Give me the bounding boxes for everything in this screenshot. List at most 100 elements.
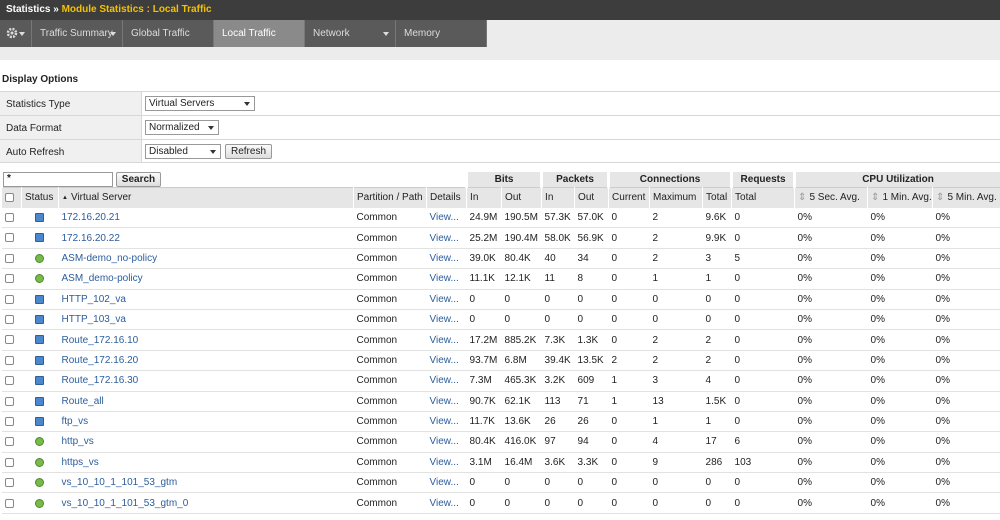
column-header[interactable]: 5 Sec. Avg. — [794, 187, 869, 208]
virtual-server-link[interactable]: Route_172.16.20 — [58, 350, 354, 372]
checkbox-cell — [1, 431, 22, 453]
cell: 80.4K — [466, 431, 502, 453]
details-link[interactable]: View... — [426, 431, 467, 453]
checkbox[interactable] — [4, 335, 14, 345]
tab[interactable]: Global Traffic — [123, 20, 214, 47]
details-link[interactable]: View... — [426, 268, 467, 290]
details-link[interactable]: View... — [426, 289, 467, 310]
breadcrumb-section: Statistics — [6, 4, 51, 15]
select-all[interactable] — [1, 187, 22, 208]
group-header: Connections — [607, 172, 734, 188]
table-row: Route_all Common View... 90.7K 62.1K 113 71 1 13… — [1, 391, 1000, 412]
tab[interactable]: Network — [305, 20, 396, 47]
checkbox[interactable] — [4, 274, 14, 284]
details-link[interactable]: View... — [426, 391, 467, 412]
column-header[interactable]: 1 Min. Avg. — [867, 187, 934, 208]
checkbox[interactable] — [4, 193, 14, 203]
virtual-server-link[interactable]: Route_172.16.10 — [58, 329, 354, 351]
virtual-server-link[interactable]: ftp_vs — [58, 411, 354, 433]
cell: 90.7K — [466, 391, 502, 412]
details-link[interactable]: View... — [426, 248, 467, 270]
virtual-server-link[interactable]: Route_all — [58, 391, 354, 412]
cell: 0% — [932, 329, 1000, 351]
column-header: Total — [731, 187, 796, 208]
cell: 0 — [608, 472, 650, 494]
table-row: vs_10_10_1_101_53_gtm_0 Common View... 0 0 0 0… — [1, 492, 1000, 514]
checkbox[interactable] — [4, 437, 14, 447]
checkbox[interactable] — [4, 416, 14, 426]
tab[interactable]: Local Traffic — [214, 20, 305, 47]
checkbox-cell — [1, 411, 22, 433]
details-link[interactable]: View... — [426, 350, 467, 372]
virtual-server-link[interactable]: 172.16.20.21 — [58, 207, 354, 229]
checkbox-cell — [1, 370, 22, 392]
select[interactable]: Disabled — [145, 144, 221, 159]
virtual-server-link[interactable]: ASM-demo_no-policy — [58, 248, 354, 270]
checkbox[interactable] — [4, 233, 14, 243]
checkbox[interactable] — [4, 355, 14, 365]
select[interactable]: Virtual Servers — [145, 96, 255, 111]
cell: 0% — [932, 472, 1000, 494]
cell: 0% — [794, 268, 868, 290]
band — [0, 47, 1000, 60]
column-header[interactable]: 5 Min. Avg. — [932, 187, 1000, 208]
search-input[interactable]: * — [4, 172, 113, 187]
tab-bar: Traffic Summary Global Traffic Local Tra… — [0, 20, 1000, 47]
status-icon — [34, 478, 44, 488]
column-header[interactable]: Virtual Server — [58, 187, 354, 208]
display-options: Display Options Statistics Type Virtual S… — [0, 68, 1000, 163]
cell: 0% — [794, 289, 868, 310]
checkbox[interactable] — [4, 315, 14, 324]
details-link[interactable]: View... — [426, 207, 467, 229]
checkbox[interactable] — [4, 212, 14, 222]
details-link[interactable]: View... — [426, 309, 467, 331]
column-header: Details — [426, 187, 468, 208]
search-button[interactable]: Search — [115, 172, 162, 188]
checkbox[interactable] — [4, 253, 14, 263]
tab[interactable]: Memory — [396, 20, 487, 47]
virtual-server-link[interactable]: ASM_demo-policy — [58, 268, 354, 290]
virtual-server-link[interactable]: HTTP_103_va — [58, 309, 354, 331]
cell: 885.2K — [501, 329, 542, 351]
virtual-server-link[interactable]: https_vs — [58, 452, 354, 474]
status-cell — [21, 350, 59, 372]
checkbox[interactable] — [4, 457, 14, 467]
select[interactable]: Normalized — [145, 120, 219, 135]
table-row: https_vs Common View... 3.1M 16.4M 3.6K 3.3K 0 9… — [1, 452, 1000, 474]
cell: Common — [353, 350, 427, 372]
status-icon — [34, 253, 44, 263]
checkbox[interactable] — [4, 498, 14, 508]
details-link[interactable]: View... — [426, 227, 467, 249]
checkbox[interactable] — [4, 478, 14, 488]
details-link[interactable]: View... — [426, 411, 467, 433]
cell: 0 — [608, 492, 650, 514]
refresh-button[interactable]: Refresh — [225, 144, 273, 159]
details-link[interactable]: View... — [426, 370, 467, 392]
cell: 0 — [541, 492, 575, 514]
checkbox[interactable] — [4, 396, 14, 406]
details-link[interactable]: View... — [426, 329, 467, 351]
checkbox-cell — [1, 207, 22, 229]
virtual-server-link[interactable]: 172.16.20.22 — [58, 227, 354, 249]
cell: 94 — [574, 431, 609, 453]
status-cell — [21, 431, 59, 453]
virtual-server-link[interactable]: vs_10_10_1_101_53_gtm_0 — [58, 492, 354, 514]
details-link[interactable]: View... — [426, 472, 467, 494]
details-link[interactable]: View... — [426, 452, 467, 474]
checkbox[interactable] — [4, 376, 14, 386]
tab[interactable]: Traffic Summary — [32, 20, 123, 47]
virtual-server-link[interactable]: http_vs — [58, 431, 354, 453]
checkbox[interactable] — [4, 294, 14, 304]
cell: 11 — [541, 268, 575, 290]
virtual-server-link[interactable]: Route_172.16.30 — [58, 370, 354, 392]
settings-tab[interactable] — [0, 20, 32, 47]
details-link[interactable]: View... — [426, 492, 467, 514]
cell: 56.9K — [574, 227, 609, 249]
checkbox-cell — [1, 452, 22, 474]
virtual-server-link[interactable]: HTTP_102_va — [58, 289, 354, 310]
virtual-server-link[interactable]: vs_10_10_1_101_53_gtm — [58, 472, 354, 494]
cell: 1 — [649, 411, 703, 433]
status-icon — [34, 315, 44, 324]
cell: 0 — [501, 472, 542, 494]
cell: 0 — [731, 472, 795, 494]
